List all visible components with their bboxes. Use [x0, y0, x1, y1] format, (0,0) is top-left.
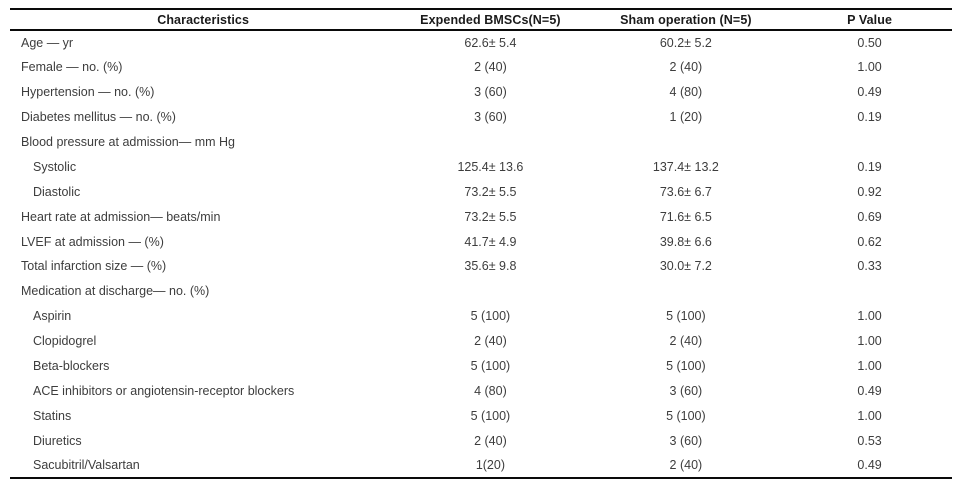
p-value-cell: 0.53: [857, 433, 882, 448]
sham-operation-value-cell: 60.2± 5.2: [659, 35, 712, 50]
p-value-cell: 0.33: [857, 259, 882, 274]
p-value-cell: 1.00: [857, 334, 882, 349]
sham-operation-value-cell: 4 (80): [669, 85, 703, 100]
expended-bmscs-value-cell: 73.2± 5.5: [464, 184, 517, 199]
table-row: ACE inhibitors or angiotensin-receptor b…: [10, 378, 952, 403]
characteristic-label-cell: Medication at discharge— no. (%): [21, 284, 210, 299]
expended-bmscs-value-cell: [396, 130, 584, 155]
table-row: Heart rate at admission— beats/min 73.2±…: [10, 204, 952, 229]
characteristic-label-cell: Systolic: [33, 159, 77, 174]
table-body: Age — yr 62.6± 5.4 60.2± 5.2 0.50 Female…: [10, 30, 952, 478]
expended-bmscs-value-cell: 3 (60): [474, 110, 507, 125]
table-row: Age — yr 62.6± 5.4 60.2± 5.2 0.50: [10, 30, 952, 55]
table-row: Diuretics 2 (40) 3 (60) 0.53: [10, 428, 952, 453]
sham-operation-value-cell: 2 (40): [669, 60, 703, 75]
p-value-cell: 0.92: [857, 184, 882, 199]
sham-operation-value-cell: 71.6± 6.5: [659, 209, 712, 224]
expended-bmscs-value-cell: 4 (80): [474, 383, 507, 398]
expended-bmscs-value-cell: 1(20): [475, 458, 505, 473]
table-row: Total infarction size — (%) 35.6± 9.8 30…: [10, 254, 952, 279]
characteristic-label-cell: Clopidogrel: [33, 334, 97, 349]
expended-bmscs-value-cell: 35.6± 9.8: [464, 259, 517, 274]
expended-bmscs-value-cell: 125.4± 13.6: [457, 159, 524, 174]
expended-bmscs-value-cell: [396, 279, 584, 304]
table-row: Diabetes mellitus — no. (%) 3 (60) 1 (20…: [10, 105, 952, 130]
p-value-cell: 0.50: [857, 35, 882, 50]
p-value-cell: [787, 279, 952, 304]
table-row: Sacubitril/Valsartan 1(20) 2 (40) 0.49: [10, 453, 952, 478]
p-value-cell: 0.49: [857, 383, 882, 398]
characteristic-label-cell: Heart rate at admission— beats/min: [21, 209, 221, 224]
sham-operation-value-cell: 5 (100): [666, 309, 706, 324]
table-row: Beta-blockers 5 (100) 5 (100) 1.00: [10, 354, 952, 379]
expended-bmscs-value-cell: 5 (100): [470, 359, 511, 374]
expended-bmscs-value-cell: 3 (60): [474, 85, 507, 100]
table-header: Characteristics Expended BMSCs(N=5) Sham…: [10, 9, 952, 30]
table-row: Statins 5 (100) 5 (100) 1.00: [10, 403, 952, 428]
table-row: LVEF at admission — (%) 41.7± 4.9 39.8± …: [10, 229, 952, 254]
characteristic-label-cell: LVEF at admission — (%): [21, 234, 164, 249]
table-row: Diastolic 73.2± 5.5 73.6± 6.7 0.92: [10, 179, 952, 204]
expended-bmscs-value-cell: 2 (40): [474, 334, 507, 349]
sham-operation-value-cell: 73.6± 6.7: [659, 184, 712, 199]
sham-operation-value-cell: [585, 279, 788, 304]
expended-bmscs-value-cell: 73.2± 5.5: [464, 209, 517, 224]
characteristic-label-cell: Beta-blockers: [33, 359, 110, 374]
characteristic-label-cell: Diastolic: [33, 184, 81, 199]
column-header-sham-operation: Sham operation (N=5): [620, 12, 752, 27]
sham-operation-value-cell: 5 (100): [666, 408, 706, 423]
sham-operation-value-cell: 3 (60): [669, 383, 703, 398]
characteristic-label-cell: Age — yr: [21, 35, 74, 50]
characteristic-label-cell: Sacubitril/Valsartan: [33, 458, 140, 473]
expended-bmscs-value-cell: 2 (40): [474, 433, 507, 448]
expended-bmscs-value-cell: 41.7± 4.9: [464, 234, 517, 249]
p-value-cell: 0.62: [857, 234, 882, 249]
characteristics-table: Characteristics Expended BMSCs(N=5) Sham…: [10, 8, 952, 480]
p-value-cell: [787, 130, 952, 155]
characteristic-label-cell: ACE inhibitors or angiotensin-receptor b…: [33, 383, 295, 398]
expended-bmscs-value-cell: 2 (40): [474, 60, 507, 75]
characteristic-label-cell: Diuretics: [33, 433, 82, 448]
table-section-row: Blood pressure at admission— mm Hg: [10, 130, 952, 155]
characteristic-label-cell: Diabetes mellitus — no. (%): [21, 110, 176, 125]
sham-operation-value-cell: 39.8± 6.6: [659, 234, 712, 249]
table-row: Aspirin 5 (100) 5 (100) 1.00: [10, 304, 952, 329]
expended-bmscs-value-cell: 5 (100): [470, 309, 511, 324]
sham-operation-value-cell: 137.4± 13.2: [652, 159, 719, 174]
p-value-cell: 1.00: [857, 408, 882, 423]
sham-operation-value-cell: [585, 130, 788, 155]
characteristic-label-cell: Female — no. (%): [21, 60, 123, 75]
p-value-cell: 0.19: [857, 110, 882, 125]
table-row: Systolic 125.4± 13.6 137.4± 13.2 0.19: [10, 154, 952, 179]
p-value-cell: 0.19: [857, 159, 882, 174]
sham-operation-value-cell: 5 (100): [666, 359, 706, 374]
expended-bmscs-value-cell: 62.6± 5.4: [464, 35, 517, 50]
p-value-cell: 0.69: [857, 209, 882, 224]
sham-operation-value-cell: 2 (40): [669, 458, 703, 473]
column-header-expended-bmscs: Expended BMSCs(N=5): [420, 12, 561, 27]
characteristic-label-cell: Statins: [33, 408, 72, 423]
table-section-row: Medication at discharge— no. (%): [10, 279, 952, 304]
characteristic-label-cell: Total infarction size — (%): [21, 259, 167, 274]
table-header-row: Characteristics Expended BMSCs(N=5) Sham…: [10, 9, 952, 30]
p-value-cell: 1.00: [857, 309, 882, 324]
p-value-cell: 1.00: [857, 359, 882, 374]
table-row: Hypertension — no. (%) 3 (60) 4 (80) 0.4…: [10, 80, 952, 105]
characteristic-label-cell: Hypertension — no. (%): [21, 85, 155, 100]
expended-bmscs-value-cell: 5 (100): [470, 408, 511, 423]
characteristic-label-cell: Aspirin: [33, 309, 72, 324]
table-row: Female — no. (%) 2 (40) 2 (40) 1.00: [10, 55, 952, 80]
sham-operation-value-cell: 30.0± 7.2: [659, 259, 712, 274]
characteristics-table-container: Characteristics Expended BMSCs(N=5) Sham…: [10, 8, 952, 480]
column-header-p-value: P Value: [847, 12, 893, 27]
p-value-cell: 1.00: [857, 60, 882, 75]
p-value-cell: 0.49: [857, 85, 882, 100]
table-row: Clopidogrel 2 (40) 2 (40) 1.00: [10, 329, 952, 354]
sham-operation-value-cell: 1 (20): [669, 110, 703, 125]
p-value-cell: 0.49: [857, 458, 882, 473]
column-header-characteristics: Characteristics: [157, 12, 250, 27]
characteristic-label-cell: Blood pressure at admission— mm Hg: [21, 135, 235, 149]
sham-operation-value-cell: 3 (60): [669, 433, 703, 448]
sham-operation-value-cell: 2 (40): [669, 334, 703, 349]
